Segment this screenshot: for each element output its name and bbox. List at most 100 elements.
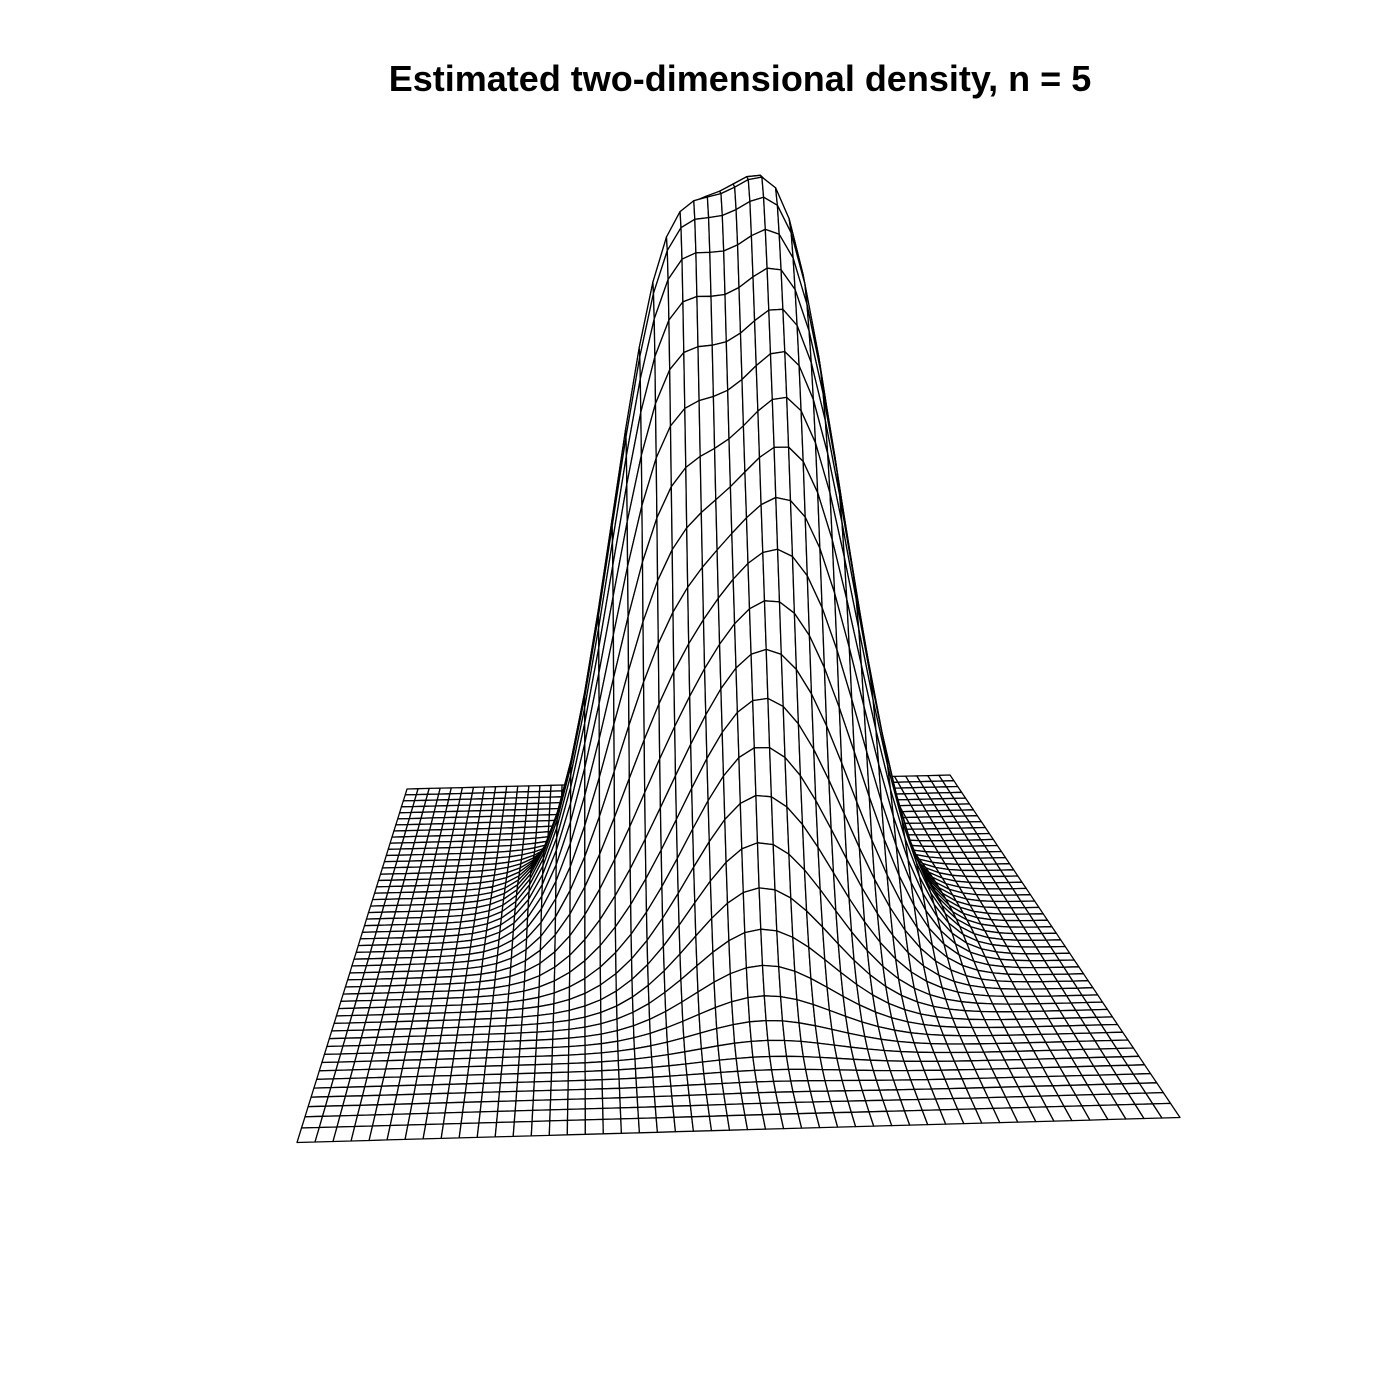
surface-cell: [475, 1011, 492, 1019]
surface-cell: [528, 786, 540, 792]
surface-cell: [765, 601, 782, 655]
surface-cell: [461, 1112, 480, 1124]
surface-cell: [443, 817, 456, 823]
surface-cell: [484, 787, 496, 793]
surface-cell: [401, 1068, 419, 1077]
surface-cell: [489, 1026, 506, 1034]
surface-cell: [450, 841, 463, 847]
surface-cell: [514, 1110, 532, 1122]
surface-cell: [724, 1093, 743, 1104]
surface-cell: [383, 1007, 400, 1015]
surface-cell: [478, 816, 491, 822]
surface-cell: [465, 823, 478, 829]
surface-cell: [735, 1041, 753, 1058]
surface-cell: [539, 791, 551, 797]
surface-cell: [768, 1040, 787, 1056]
surface-cell: [550, 1109, 568, 1121]
surface-cell: [533, 1090, 551, 1100]
surface-cell: [352, 1008, 370, 1016]
surface-cell: [585, 1080, 602, 1090]
surface-cell: [708, 1105, 727, 1117]
surface-cell: [381, 958, 397, 965]
surface-cell: [517, 1073, 534, 1082]
surface-cell: [365, 1077, 384, 1086]
surface-cell: [371, 945, 387, 952]
surface-cell: [656, 1117, 675, 1132]
surface-cell: [350, 1015, 368, 1023]
surface-cell: [551, 1081, 568, 1091]
surface-cell: [514, 810, 526, 816]
surface-cell: [534, 1073, 551, 1082]
surface-cell: [387, 992, 404, 1000]
surface-cell: [774, 1081, 793, 1092]
surface-cell: [377, 1029, 395, 1037]
surface-cell: [688, 1084, 706, 1095]
surface-cell: [538, 809, 550, 815]
surface-cell: [377, 1095, 396, 1105]
surface-cell: [620, 1088, 638, 1098]
surface-cell: [727, 1115, 747, 1130]
surface-cell: [808, 1081, 828, 1092]
surface-cell: [549, 1120, 567, 1135]
surface-cell: [444, 811, 457, 817]
surface-cell: [389, 985, 406, 993]
surface-cell: [757, 1081, 776, 1092]
surface-cell: [375, 1104, 395, 1115]
surface-cell: [457, 1027, 474, 1035]
surface-cell: [332, 1023, 350, 1031]
surface-cell: [733, 1022, 751, 1043]
surface-cell: [442, 823, 455, 829]
surface-cell: [420, 977, 436, 985]
surface-cell: [378, 918, 394, 925]
surface-cell: [501, 1065, 519, 1074]
surface-cell: [506, 786, 518, 792]
surface-cell: [516, 798, 528, 804]
surface-cell: [401, 937, 417, 944]
surface-cell: [413, 1013, 430, 1021]
surface-cell: [467, 1075, 485, 1084]
surface-cell: [444, 1012, 461, 1020]
surface-cell: [393, 1104, 412, 1115]
surface-cell: [341, 1046, 360, 1054]
surface-cell: [402, 992, 419, 1000]
surface-cell: [422, 1043, 440, 1051]
surface-cell: [490, 816, 503, 822]
surface-cell: [670, 1075, 688, 1086]
surface-cell: [425, 1028, 442, 1036]
surface-cell: [655, 1106, 674, 1118]
surface-cell: [1064, 967, 1084, 974]
surface-cell: [746, 965, 764, 997]
surface-cell: [602, 1079, 619, 1089]
surface-cell: [461, 1004, 478, 1012]
surface-cell: [430, 1006, 447, 1014]
surface-cell: [400, 999, 417, 1007]
surface-cell: [620, 1107, 638, 1119]
surface-cell: [517, 792, 529, 798]
surface-cell: [603, 1098, 621, 1109]
surface-cell: [363, 1086, 382, 1096]
surface-cell: [481, 1092, 499, 1102]
surface-cell: [781, 997, 799, 1023]
surface-cell: [391, 1036, 409, 1044]
surface-cell: [455, 1042, 472, 1050]
surface-cell: [352, 959, 369, 966]
surface-cell: [475, 835, 488, 841]
surface-cell: [451, 1067, 469, 1076]
surface-cell: [431, 1084, 450, 1094]
surface-cell: [338, 1054, 357, 1063]
surface-cell: [732, 998, 750, 1025]
surface-cell: [771, 352, 787, 400]
surface-cell: [689, 1095, 708, 1106]
surface-cell: [521, 1032, 538, 1041]
surface-cell: [503, 810, 515, 816]
surface-cell: [485, 1066, 503, 1075]
surface-cell: [695, 218, 710, 253]
surface-cell: [440, 1035, 457, 1043]
surface-cell: [531, 1121, 550, 1136]
surface-cell: [350, 1069, 369, 1078]
surface-cell: [682, 253, 697, 302]
surface-cell: [778, 1102, 798, 1114]
surface-cell: [536, 1048, 553, 1057]
surface-cell: [763, 549, 780, 602]
surface-cell: [468, 811, 481, 817]
